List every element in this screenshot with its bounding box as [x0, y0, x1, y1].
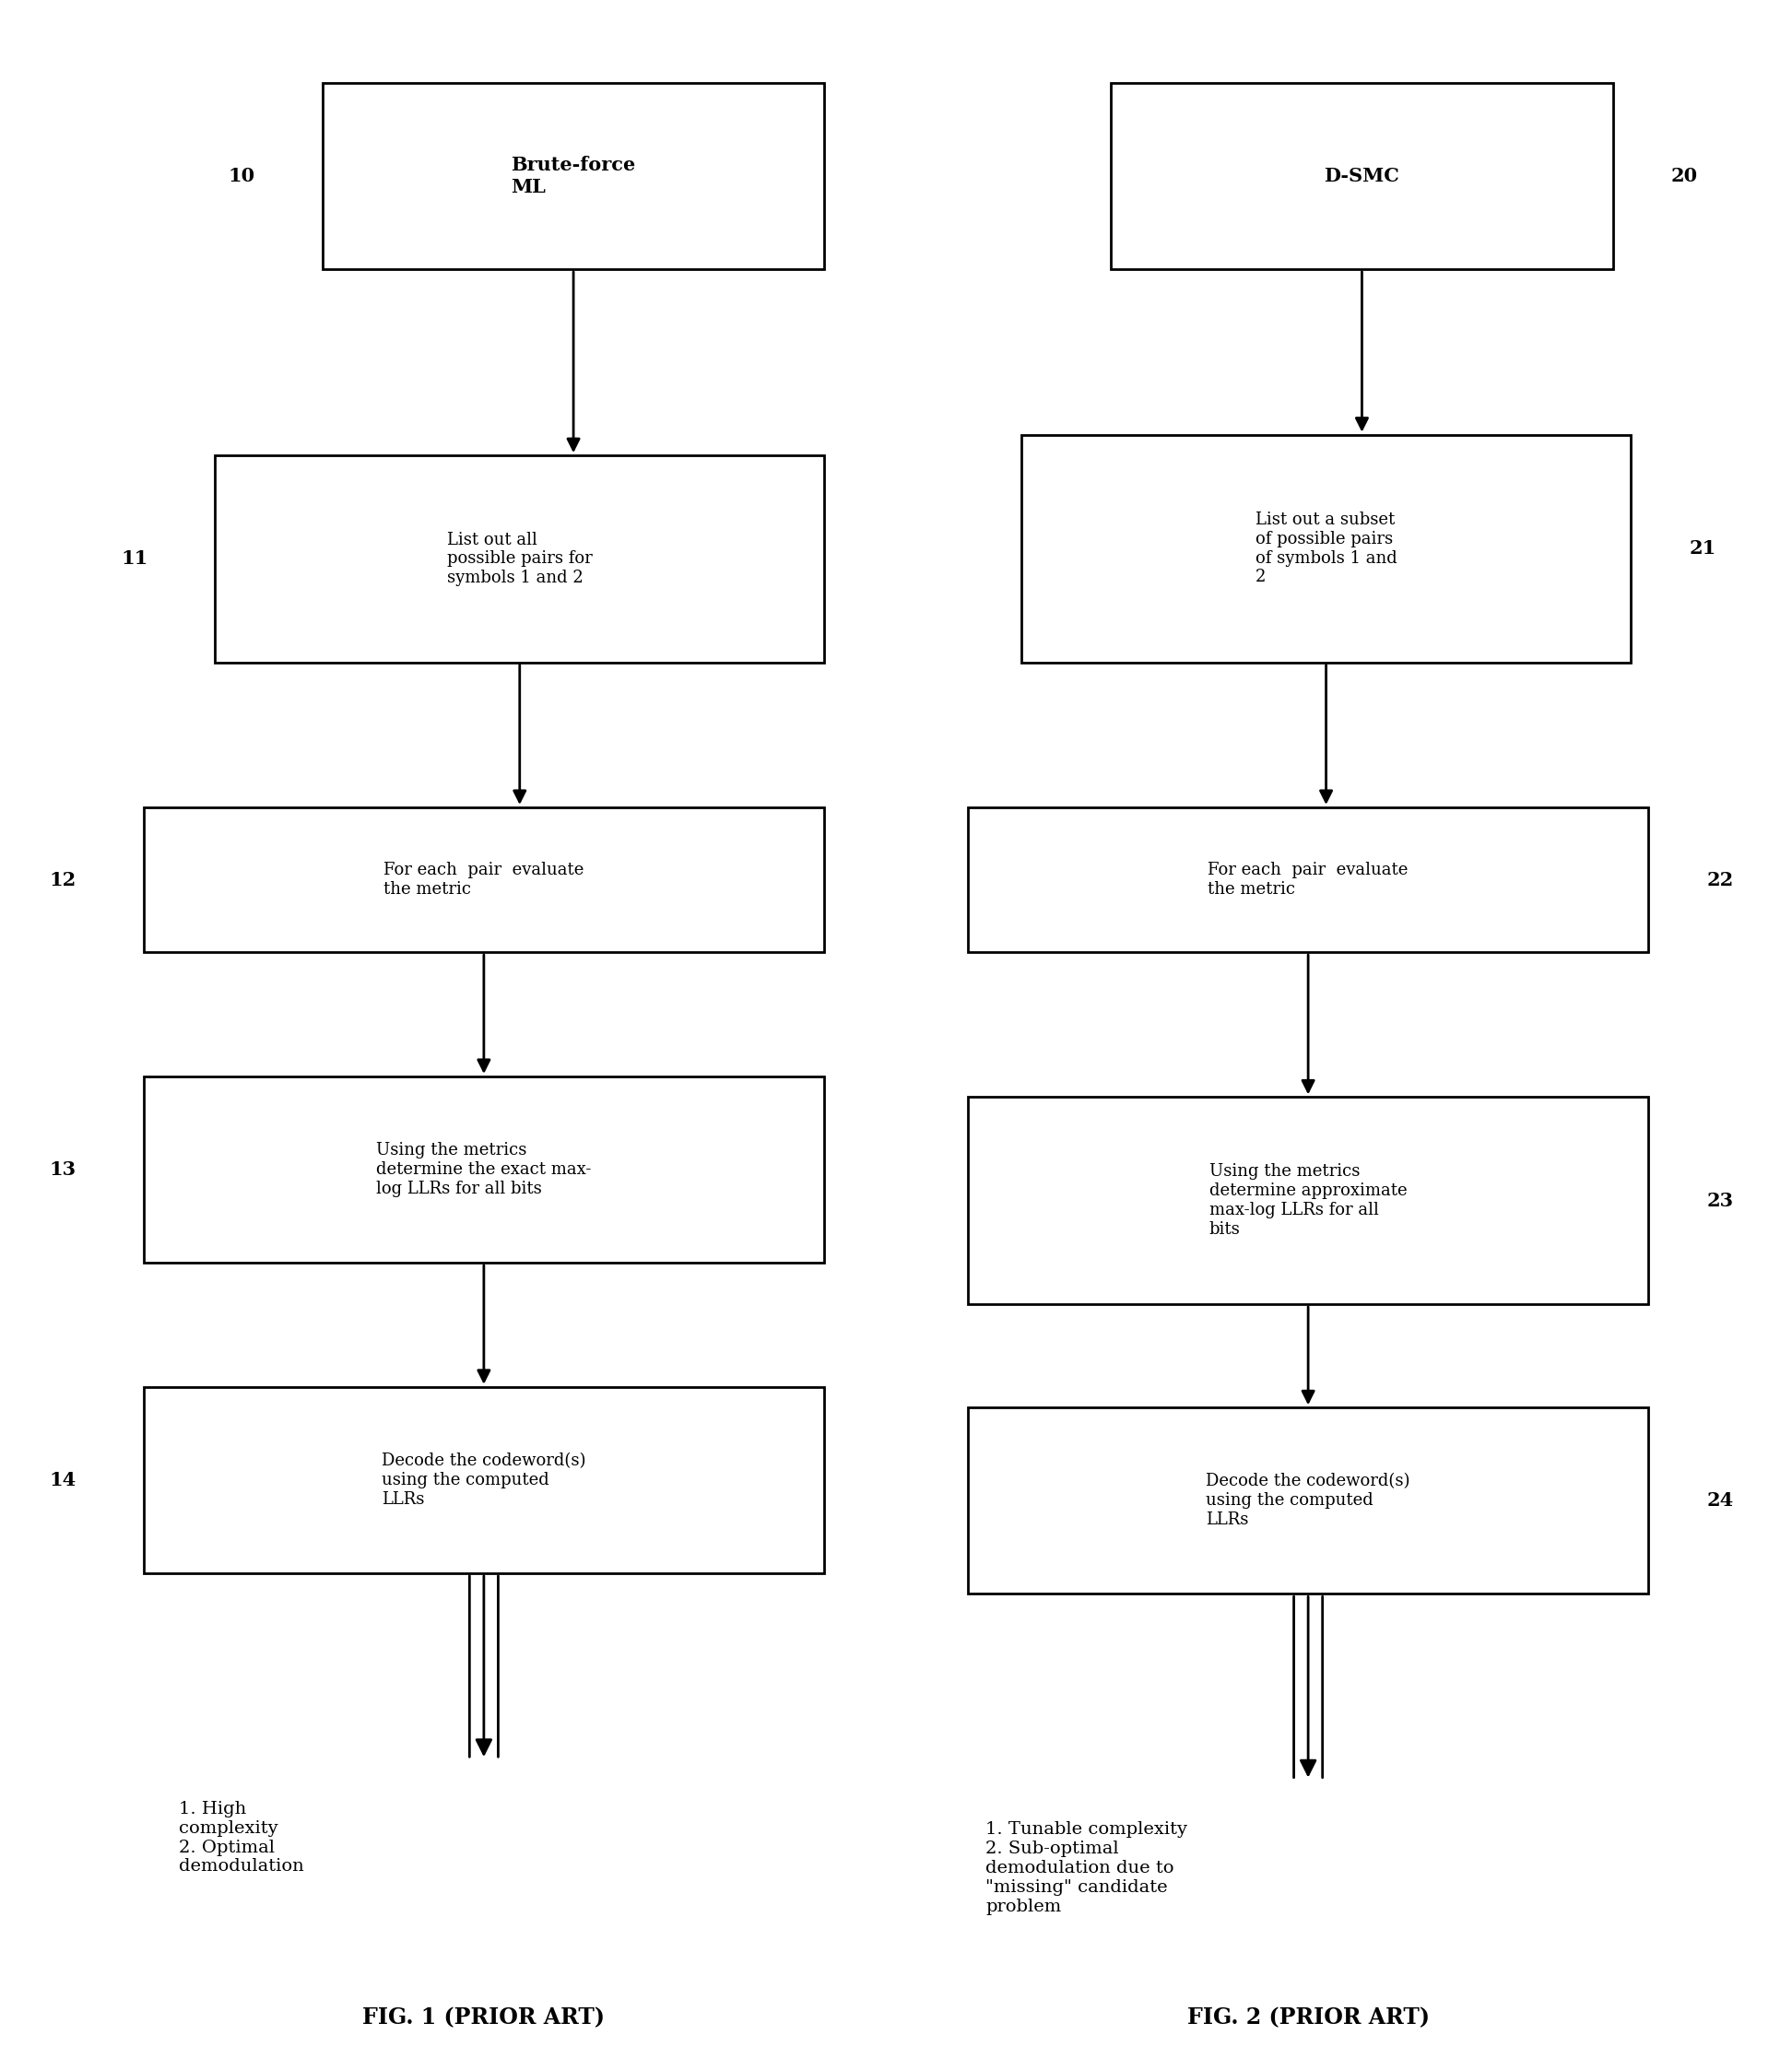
Text: 1. Tunable complexity
2. Sub-optimal
demodulation due to
"missing" candidate
pro: 1. Tunable complexity 2. Sub-optimal dem…	[986, 1822, 1188, 1915]
FancyBboxPatch shape	[1111, 83, 1613, 269]
FancyBboxPatch shape	[1021, 435, 1631, 662]
Text: Decode the codeword(s)
using the computed
LLRs: Decode the codeword(s) using the compute…	[382, 1453, 586, 1507]
Text: List out all
possible pairs for
symbols 1 and 2: List out all possible pairs for symbols …	[446, 532, 593, 586]
Text: 14: 14	[48, 1472, 77, 1488]
Text: Decode the codeword(s)
using the computed
LLRs: Decode the codeword(s) using the compute…	[1206, 1474, 1410, 1528]
Text: For each  pair  evaluate
the metric: For each pair evaluate the metric	[1208, 861, 1409, 898]
Text: 24: 24	[1706, 1492, 1735, 1509]
FancyBboxPatch shape	[215, 455, 824, 662]
Text: 20: 20	[1672, 168, 1697, 184]
Text: 13: 13	[50, 1161, 75, 1178]
Text: 23: 23	[1708, 1192, 1733, 1209]
FancyBboxPatch shape	[968, 807, 1649, 952]
FancyBboxPatch shape	[143, 1076, 824, 1263]
Text: 22: 22	[1706, 871, 1735, 888]
Text: 12: 12	[48, 871, 77, 888]
Text: 11: 11	[120, 551, 149, 567]
Text: List out a subset
of possible pairs
of symbols 1 and
2: List out a subset of possible pairs of s…	[1254, 511, 1398, 586]
FancyBboxPatch shape	[143, 1387, 824, 1573]
Text: FIG. 2 (PRIOR ART): FIG. 2 (PRIOR ART)	[1186, 2006, 1430, 2029]
Text: FIG. 1 (PRIOR ART): FIG. 1 (PRIOR ART)	[362, 2006, 606, 2029]
Text: 1. High
complexity
2. Optimal
demodulation: 1. High complexity 2. Optimal demodulati…	[179, 1801, 305, 1875]
FancyBboxPatch shape	[143, 807, 824, 952]
Text: For each  pair  evaluate
the metric: For each pair evaluate the metric	[383, 861, 584, 898]
Text: Using the metrics
determine approximate
max-log LLRs for all
bits: Using the metrics determine approximate …	[1210, 1163, 1407, 1238]
Text: 21: 21	[1688, 540, 1717, 557]
FancyBboxPatch shape	[323, 83, 824, 269]
Text: Using the metrics
determine the exact max-
log LLRs for all bits: Using the metrics determine the exact ma…	[376, 1143, 591, 1196]
Text: 10: 10	[229, 168, 254, 184]
Text: Brute-force
ML: Brute-force ML	[511, 155, 636, 197]
FancyBboxPatch shape	[968, 1097, 1649, 1304]
FancyBboxPatch shape	[968, 1408, 1649, 1594]
Text: D-SMC: D-SMC	[1324, 168, 1400, 184]
